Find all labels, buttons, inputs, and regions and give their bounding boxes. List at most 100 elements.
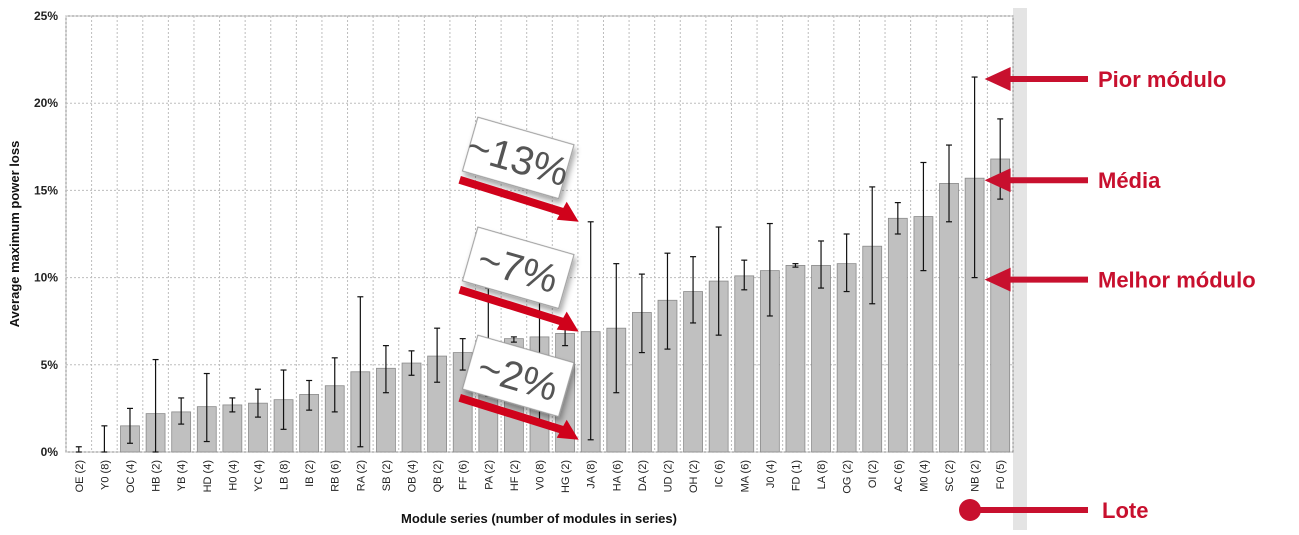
x-tick-label: AC (6) [893,460,905,492]
error-bar [869,186,876,305]
error-bar [152,358,159,453]
y-tick-label: 15% [34,183,58,197]
x-tick-label: OC (4) [125,460,137,493]
error-bar [101,425,108,453]
error-bar [126,407,133,444]
error-bar [715,226,722,336]
x-tick-label: DA (2) [637,460,649,491]
x-tick-label: J0 (4) [765,460,777,488]
x-tick-label: HF (2) [509,460,521,491]
annotation: Melhor módulo [984,267,1256,293]
y-tick-label: 5% [41,358,59,372]
x-tick-label: OB (4) [407,460,419,492]
annotation-arrow-head [984,168,1011,193]
error-bar [587,221,594,441]
x-tick-label: SC (2) [944,460,956,492]
error-bar [510,336,517,343]
x-tick-label: FF (6) [458,460,470,490]
bar [990,158,1011,453]
error-bar [818,240,825,289]
x-tick-label: H0 (4) [227,460,239,491]
bar [401,362,422,453]
annotation-arrow-head [984,267,1011,292]
x-tick-label: HA (6) [611,460,623,491]
error-bar [254,388,261,418]
error-bar [178,397,185,425]
annotation-label: Média [1098,168,1161,193]
x-tick-label: IC (6) [714,460,726,488]
error-bar [690,256,697,324]
x-tick-label: RB (6) [330,460,342,492]
y-tick-label: 0% [41,445,59,459]
error-bar [792,263,799,268]
x-tick-label: OH (2) [688,460,700,493]
lote-dot-marker [959,499,981,521]
error-bar [894,202,901,235]
error-bar [203,372,210,443]
error-bar [408,350,415,376]
callout-arrow-head [556,419,579,440]
error-bar [306,379,313,411]
x-tick-label: HB (2) [151,460,163,492]
x-tick-label: HD (4) [202,460,214,492]
callout: ~7% [458,226,579,332]
y-tick-label: 25% [34,9,58,23]
error-bar [664,252,671,350]
x-tick-label: OG (2) [842,460,854,494]
bar [887,217,908,453]
x-tick-label: LB (8) [279,460,291,490]
error-bar [946,144,953,223]
error-bar [613,263,620,394]
bar [939,183,959,453]
chart-panel-shadow [1013,8,1027,530]
error-bar [459,338,466,371]
x-axis-label: Module series (number of modules in seri… [401,511,677,526]
annotation-label: Melhor módulo [1098,268,1256,293]
annotation-label: Lote [1102,498,1148,523]
x-tick-label: NB (2) [970,460,982,492]
error-bar [331,357,338,413]
x-tick-label: PA (2) [483,460,495,490]
x-tick-label: FD (1) [790,460,802,491]
y-tick-label: 10% [34,271,58,285]
error-bar [971,76,978,279]
x-tick-label: MA (6) [739,460,751,492]
error-bar [382,345,389,394]
error-bar [920,161,927,272]
x-tick-label: OI (2) [867,460,879,488]
annotation: Média [984,168,1161,193]
annotation: Lote [959,498,1148,523]
x-tick-label: OE (2) [74,460,86,492]
callout-box [461,116,575,200]
x-tick-label: LA (8) [816,460,828,489]
error-bar [638,273,645,354]
error-bar [357,296,364,448]
x-tick-label: YB (4) [176,460,188,491]
y-tick-label: 20% [34,96,58,110]
x-tick-label: IB (2) [304,460,316,487]
error-bar [434,327,441,383]
error-bar [843,233,850,293]
callout-arrow-head [556,201,579,222]
x-tick-label: UD (2) [662,460,674,492]
bar [811,264,831,453]
error-bar [280,369,287,430]
error-bar [741,259,748,291]
x-tick-label: M0 (4) [918,460,930,492]
x-tick-label: RA (2) [355,460,367,491]
x-tick-label: QB (2) [432,460,444,492]
annotation: Pior módulo [984,67,1226,92]
callout-arrow-head [556,311,579,332]
error-bar [766,222,773,317]
annotation-arrow-head [984,67,1011,92]
annotation-label: Pior módulo [1098,67,1226,92]
y-axis-label: Average maximum power loss [7,141,22,328]
bar [734,275,755,453]
error-bar [229,397,236,413]
bar [785,264,806,453]
x-tick-label: SB (2) [381,460,393,491]
x-tick-label: V0 (8) [535,460,547,490]
callout-arrow-shaft [458,175,570,218]
x-tick-label: JA (8) [586,460,598,489]
